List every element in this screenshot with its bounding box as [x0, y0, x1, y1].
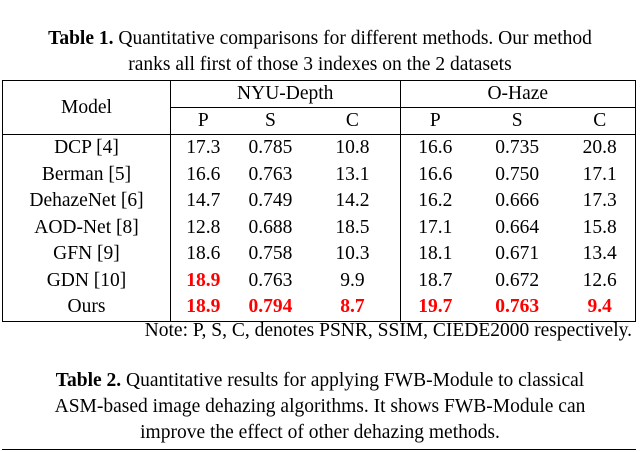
- group-header: O-Haze: [400, 80, 636, 108]
- value-cell: 12.8: [186, 216, 221, 238]
- value-cell: 17.3: [564, 188, 637, 215]
- value-cell: 15.8: [564, 214, 637, 241]
- method-cell: Ours: [2, 294, 171, 322]
- table-row: Model NYU-Depth O-Haze: [2, 80, 636, 135]
- value-cell: 17.1: [564, 161, 637, 188]
- value-cell: 13.4: [564, 241, 637, 268]
- value-cell: 0.672: [495, 269, 540, 291]
- group-header: NYU-Depth: [170, 80, 401, 108]
- table-row: DehazeNet [6] 14.7 0.749 14.2 16.2 0.666 17.3: [2, 188, 637, 215]
- value-cell: 14.2: [305, 188, 401, 215]
- metric-header: P: [170, 107, 236, 135]
- table1: Model NYU-Depth O-Haze P S C P S C DCP [4] 17.3 0.7…: [2, 80, 637, 322]
- metric-header: P: [400, 107, 471, 135]
- value-cell: 0.666: [495, 190, 540, 212]
- table2-top-rule: [2, 449, 636, 450]
- method-cell: GFN [9]: [2, 241, 171, 268]
- method-cell: Berman [5]: [2, 161, 171, 188]
- value-cell: 0.671: [495, 243, 540, 265]
- value-cell: 0.758: [248, 243, 293, 265]
- value-cell: 17.1: [418, 216, 453, 238]
- table-row: GFN [9] 18.6 0.758 10.3 18.1 0.671 13.4: [2, 241, 637, 268]
- table-row: Ours 18.9 0.794 8.7 19.7 0.763 9.4: [2, 294, 637, 322]
- value-cell: 19.7: [400, 294, 471, 322]
- value-cell: 18.5: [305, 214, 401, 241]
- value-cell: 0.735: [495, 137, 540, 159]
- metric-header: C: [305, 107, 401, 135]
- method-cell: AOD-Net [8]: [2, 214, 171, 241]
- value-cell: 16.6: [418, 163, 453, 185]
- value-cell: 18.9: [170, 294, 236, 322]
- metric-header: S: [470, 107, 565, 135]
- metric-header: C: [564, 107, 637, 135]
- table-row: Berman [5] 16.6 0.763 13.1 16.6 0.750 17.1: [2, 161, 637, 188]
- value-cell: 0.664: [495, 216, 540, 238]
- table-row: AOD-Net [8] 12.8 0.688 18.5 17.1 0.664 15.8: [2, 214, 637, 241]
- header-cell: Model: [2, 80, 171, 135]
- method-cell: GDN [10]: [2, 267, 171, 294]
- caption-label: Table 2.: [55, 370, 122, 391]
- method-cell: DehazeNet [6]: [2, 188, 171, 215]
- value-cell: 9.4: [564, 294, 637, 322]
- value-cell: 18.7: [418, 269, 453, 291]
- value-cell: 0.794: [235, 294, 306, 322]
- method-cell: DCP [4]: [2, 134, 171, 162]
- value-cell: 16.6: [186, 163, 221, 185]
- table1-caption: Table 1. Quantitative comparisons for di…: [40, 26, 600, 78]
- value-cell: 17.3: [186, 137, 221, 159]
- value-cell: 0.763: [470, 294, 565, 322]
- value-cell: 16.2: [418, 190, 453, 212]
- metric-header: S: [235, 107, 306, 135]
- value-cell: 10.8: [305, 134, 401, 162]
- value-cell: 10.3: [305, 241, 401, 268]
- caption-text: Quantitative comparisons for different m…: [118, 28, 592, 75]
- value-cell: 0.750: [495, 163, 540, 185]
- value-cell: 0.763: [248, 269, 293, 291]
- value-cell: 0.763: [248, 163, 293, 185]
- value-cell: 12.6: [564, 267, 637, 294]
- value-cell: 0.749: [248, 190, 293, 212]
- caption-text: Quantitative results for applying FWB-Mo…: [54, 370, 586, 443]
- caption-label: Table 1.: [48, 28, 114, 49]
- value-cell: 8.7: [305, 294, 401, 322]
- value-cell: 18.1: [418, 243, 453, 265]
- value-cell: 9.9: [305, 267, 401, 294]
- value-cell: 14.7: [186, 190, 221, 212]
- value-cell: 16.6: [418, 137, 453, 159]
- table-row: DCP [4] 17.3 0.785 10.8 16.6 0.735 20.8: [2, 134, 637, 162]
- table-row: GDN [10] 18.9 0.763 9.9 18.7 0.672 12.6: [2, 267, 637, 294]
- table1-note: Note: P, S, C, denotes PSNR, SSIM, CIEDE…: [144, 320, 632, 341]
- value-cell: 0.785: [248, 137, 293, 159]
- value-cell: 13.1: [305, 161, 401, 188]
- value-cell: 0.688: [248, 216, 293, 238]
- value-cell: 18.6: [186, 243, 221, 265]
- table2-caption: Table 2. Quantitative results for applyi…: [40, 368, 600, 446]
- value-cell: 20.8: [564, 134, 637, 162]
- value-cell: 18.9: [186, 269, 221, 291]
